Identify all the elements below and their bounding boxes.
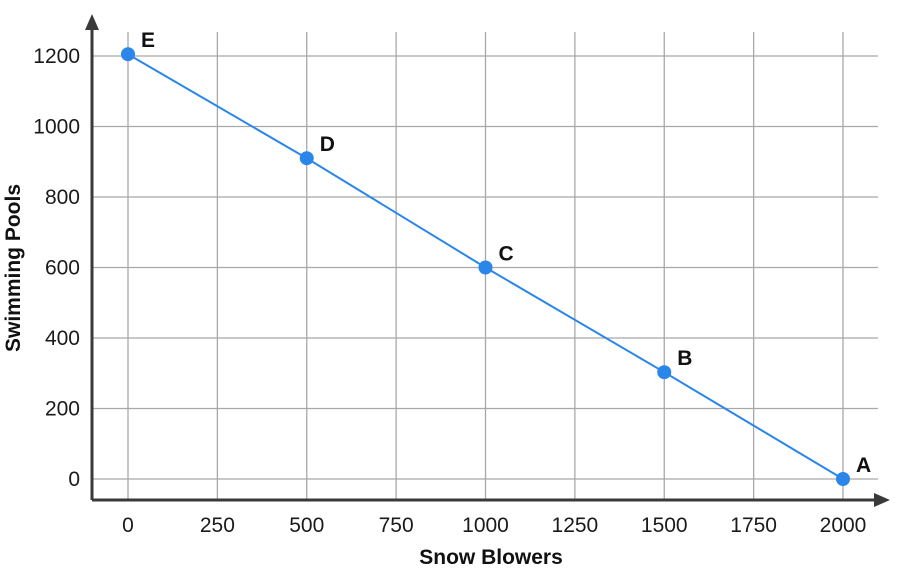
y-axis-title: Swimming Pools [2,184,25,352]
axes [85,14,890,507]
data-point-D [299,151,314,166]
y-tick-label-1200: 1200 [33,45,80,68]
point-label-E: E [141,29,155,52]
data-point-C [478,260,493,275]
x-tick-label-1500: 1500 [641,514,688,537]
x-tick-label-2000: 2000 [820,514,867,537]
y-tick-label-200: 200 [45,398,80,421]
y-tick-label-1000: 1000 [33,116,80,139]
point-label-D: D [320,133,335,156]
x-tick-label-0: 0 [122,514,134,537]
x-tick-label-500: 500 [289,514,324,537]
x-axis-arrowhead [874,493,890,507]
data-point-E [121,47,135,62]
data-point-A [836,472,850,486]
x-tick-labels: 0 250 500 750 1000 1250 1500 1750 2000 [122,514,866,537]
y-tick-labels: 0 200 400 600 800 1000 1200 [33,45,80,491]
point-label-C: C [499,243,514,266]
point-label-B: B [677,347,692,370]
series-layer: E D C B A [121,29,871,486]
y-tick-label-600: 600 [45,257,80,280]
y-tick-label-0: 0 [68,468,80,491]
y-tick-label-800: 800 [45,186,80,209]
y-tick-label-400: 400 [45,327,80,350]
y-axis-arrowhead [85,14,99,30]
point-label-A: A [856,454,871,477]
x-tick-label-1750: 1750 [730,514,777,537]
x-tick-label-1250: 1250 [552,514,599,537]
x-axis-title: Snow Blowers [419,546,563,569]
x-tick-label-750: 750 [379,514,414,537]
x-tick-label-1000: 1000 [462,514,509,537]
data-point-B [657,365,672,380]
x-tick-label-250: 250 [200,514,235,537]
